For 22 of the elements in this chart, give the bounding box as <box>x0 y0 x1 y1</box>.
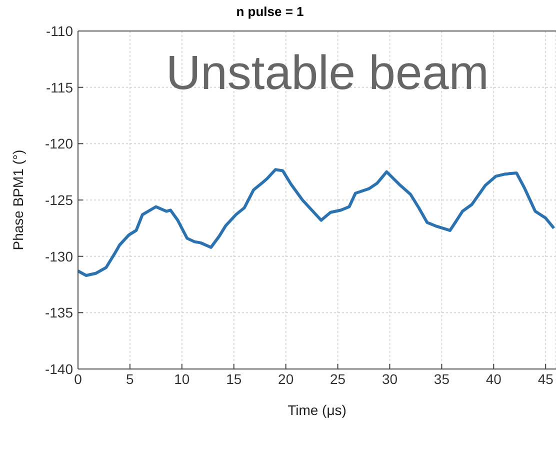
y-tick-label: -130 <box>44 248 74 264</box>
x-tick-label: 5 <box>126 370 134 387</box>
x-tick-label: 0 <box>74 370 82 387</box>
annotation: Unstable beam <box>166 46 489 101</box>
x-axis-title: Time (μs) <box>288 402 346 418</box>
x-tick-label: 15 <box>226 370 242 387</box>
chart-title: n pulse = 1 <box>235 4 305 19</box>
y-axis-title: Phase BPM1 (°) <box>10 150 26 250</box>
y-tick-label: -135 <box>44 304 74 321</box>
x-tick-label: 10 <box>174 370 190 387</box>
x-tick-label: 30 <box>382 370 398 387</box>
y-tick-label: -110 <box>46 22 74 39</box>
x-tick-label: 35 <box>434 370 450 387</box>
x-tick-label: 45 <box>538 370 554 387</box>
y-tick-label: -140 <box>44 360 74 377</box>
x-tick-label: 20 <box>278 370 294 387</box>
x-tick-label: 25 <box>330 370 346 387</box>
y-tick-label: -125 <box>44 192 74 208</box>
line-series <box>78 168 556 277</box>
y-tick-label: -120 <box>44 136 74 152</box>
x-tick-label: 40 <box>486 370 502 387</box>
y-tick-label: -115 <box>46 79 74 96</box>
